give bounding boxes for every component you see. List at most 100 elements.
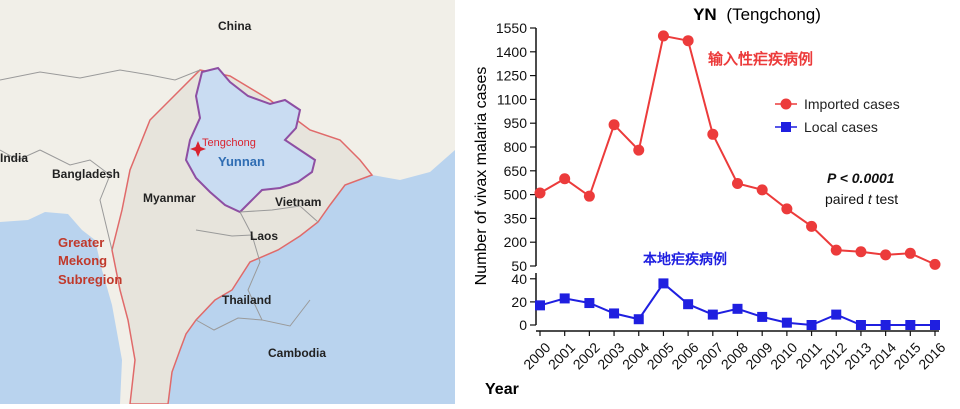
local-cases-point bbox=[905, 320, 916, 330]
x-tick-label: 2004 bbox=[619, 339, 652, 372]
label-tengchong: Tengchong bbox=[202, 137, 256, 149]
legend-local-label: Local cases bbox=[804, 119, 878, 135]
label-cambodia: Cambodia bbox=[268, 346, 326, 360]
imported-cases-point bbox=[806, 220, 818, 232]
y-tick-label-upper: 950 bbox=[504, 115, 528, 131]
local-cases-point bbox=[781, 317, 792, 328]
tengchong-marker bbox=[190, 141, 206, 157]
label-laos: Laos bbox=[250, 229, 278, 243]
local-cases-point bbox=[535, 300, 545, 311]
label-gms-line1: Greater bbox=[58, 235, 104, 250]
local-cases-point bbox=[658, 278, 669, 289]
local-cases-point bbox=[584, 298, 595, 309]
local-cases-point bbox=[880, 320, 891, 330]
x-tick-label: 2007 bbox=[693, 339, 726, 372]
x-tick-label: 2000 bbox=[520, 339, 553, 372]
imported-cases-point bbox=[830, 244, 842, 256]
imported-cases-point bbox=[559, 173, 571, 185]
y-tick-label-lower: 40 bbox=[511, 271, 527, 287]
yunnan-province bbox=[184, 66, 317, 214]
x-tick-label: 2014 bbox=[866, 339, 899, 372]
local-cases-point bbox=[855, 320, 866, 330]
y-tick-label-upper: 200 bbox=[504, 234, 528, 250]
x-tick-label: 2002 bbox=[570, 339, 603, 372]
local-cases-point bbox=[930, 320, 940, 330]
stat-test-name: paired t test bbox=[825, 191, 898, 207]
label-bangladesh: Bangladesh bbox=[52, 167, 120, 181]
region-map: Tengchong Yunnan China India Bangladesh … bbox=[0, 0, 455, 404]
local-cases-point bbox=[559, 293, 570, 304]
label-thailand: Thailand bbox=[222, 293, 271, 307]
label-india: India bbox=[0, 151, 28, 165]
legend-local-marker bbox=[781, 122, 791, 132]
label-myanmar: Myanmar bbox=[143, 191, 196, 205]
annotation-imported-cn: 输入性疟疾病例 bbox=[708, 50, 813, 68]
chart-panel: YN (Tengchong) Number of vivax malaria c… bbox=[455, 0, 960, 404]
y-tick-label-upper: 1250 bbox=[496, 68, 527, 84]
series-markers bbox=[534, 30, 941, 330]
y-tick-label-upper: 50 bbox=[511, 258, 527, 274]
map-panel: Tengchong Yunnan China India Bangladesh … bbox=[0, 0, 455, 404]
y-tick-label-upper: 1400 bbox=[496, 44, 527, 60]
chart-title-rest: (Tengchong) bbox=[726, 5, 821, 24]
local-cases-point bbox=[683, 299, 694, 310]
chart-title-bold: YN bbox=[693, 5, 717, 24]
y-tick-label-lower: 0 bbox=[519, 317, 527, 333]
imported-cases-line bbox=[539, 34, 936, 266]
imported-cases-point bbox=[682, 35, 694, 47]
y-tick-label-upper: 350 bbox=[504, 210, 528, 226]
local-cases-point bbox=[633, 314, 644, 325]
y-tick-label-upper: 800 bbox=[504, 139, 528, 155]
imported-cases-point bbox=[904, 247, 916, 259]
local-cases-point bbox=[757, 311, 768, 322]
local-cases-point bbox=[806, 320, 817, 330]
imported-cases-point bbox=[657, 30, 669, 42]
stat-test-t: t bbox=[868, 191, 873, 207]
x-tick-label: 2005 bbox=[644, 339, 677, 372]
imported-cases-point bbox=[929, 258, 941, 270]
local-cases-point bbox=[609, 308, 620, 319]
y-tick-label-upper: 650 bbox=[504, 163, 528, 179]
label-vietnam: Vietnam bbox=[275, 195, 321, 209]
imported-cases-point bbox=[781, 203, 793, 215]
imported-cases-point bbox=[855, 246, 867, 258]
x-tick-label: 2006 bbox=[668, 339, 701, 372]
label-china: China bbox=[218, 19, 252, 33]
y-tick-label-upper: 1550 bbox=[496, 20, 527, 36]
x-tick-label: 2012 bbox=[816, 339, 849, 372]
imported-cases-point bbox=[756, 184, 768, 196]
y-tick-label-upper: 500 bbox=[504, 187, 528, 203]
annotation-local-cn: 本地疟疾病例 bbox=[643, 251, 727, 267]
chart-title: YN (Tengchong) bbox=[693, 5, 821, 24]
x-tick-label: 2013 bbox=[841, 339, 874, 372]
label-gms-line3: Subregion bbox=[58, 272, 122, 287]
imported-cases-point bbox=[534, 187, 546, 199]
x-tick-label: 2001 bbox=[545, 339, 578, 372]
stat-p-value: P < 0.0001 bbox=[827, 170, 895, 186]
y-tick-label-upper: 1100 bbox=[497, 91, 527, 107]
y-tick-label-lower: 20 bbox=[511, 294, 527, 310]
label-gms-line2: Mekong bbox=[58, 253, 107, 268]
local-cases-point bbox=[707, 309, 718, 320]
malaria-chart: YN (Tengchong) Number of vivax malaria c… bbox=[473, 5, 949, 398]
x-tick-label: 2003 bbox=[594, 339, 627, 372]
imported-cases-point bbox=[707, 128, 719, 140]
country-borders bbox=[0, 69, 319, 331]
x-tick-label: 2008 bbox=[718, 339, 751, 372]
x-tick-label: 2009 bbox=[742, 339, 775, 372]
label-yunnan: Yunnan bbox=[218, 154, 265, 169]
legend-imported-label: Imported cases bbox=[804, 96, 900, 112]
imported-cases-point bbox=[732, 177, 743, 189]
legend: Imported cases Local cases bbox=[775, 96, 900, 135]
legend-imported-marker bbox=[780, 98, 792, 110]
x-tick-label: 2011 bbox=[792, 339, 825, 372]
y-axis-label: Number of vivax malaria cases bbox=[473, 67, 490, 286]
imported-cases-point bbox=[608, 119, 620, 131]
x-axis-label: Year bbox=[485, 381, 519, 398]
stat-test-prefix: paired bbox=[825, 191, 868, 207]
imported-cases-point bbox=[583, 190, 595, 202]
x-tick-label: 2010 bbox=[767, 339, 800, 372]
imported-cases-point bbox=[633, 144, 645, 156]
imported-cases-point bbox=[880, 249, 892, 261]
local-cases-point bbox=[732, 303, 743, 314]
